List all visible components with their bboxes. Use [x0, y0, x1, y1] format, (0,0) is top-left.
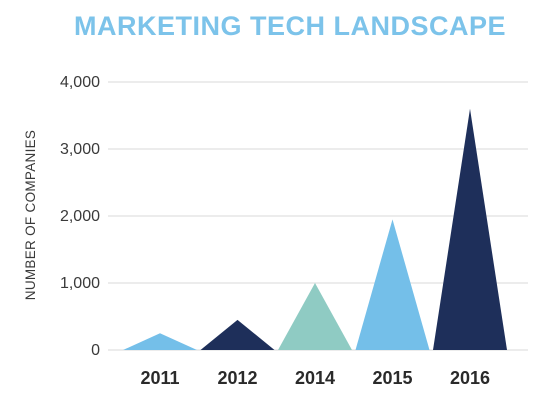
bar-2011: [123, 333, 197, 350]
x-tick-label-2012: 2012: [217, 368, 257, 388]
y-tick-label: 3,000: [60, 141, 100, 158]
x-tick-labels: 2011 2012 2014 2015 2016: [140, 368, 490, 388]
y-tick-label: 1,000: [60, 275, 100, 292]
bar-2014: [278, 283, 352, 350]
y-tick-label: 0: [91, 342, 100, 359]
y-tick-label: 2,000: [60, 208, 100, 225]
bar-2012: [200, 319, 275, 350]
x-tick-label-2014: 2014: [295, 368, 335, 388]
chart-title: MARKETING TECH LANDSCAPE: [74, 11, 506, 41]
bar-2016: [433, 108, 507, 350]
bar-marks: [123, 108, 507, 350]
y-tick-labels: 0 1,000 2,000 3,000 4,000: [60, 74, 100, 359]
x-tick-label-2011: 2011: [140, 368, 179, 388]
x-tick-label-2015: 2015: [372, 368, 412, 388]
x-tick-label-2016: 2016: [450, 368, 490, 388]
bar-2015: [355, 219, 430, 350]
y-tick-label: 4,000: [60, 74, 100, 91]
y-axis-label: NUMBER OF COMPANIES: [23, 130, 38, 300]
